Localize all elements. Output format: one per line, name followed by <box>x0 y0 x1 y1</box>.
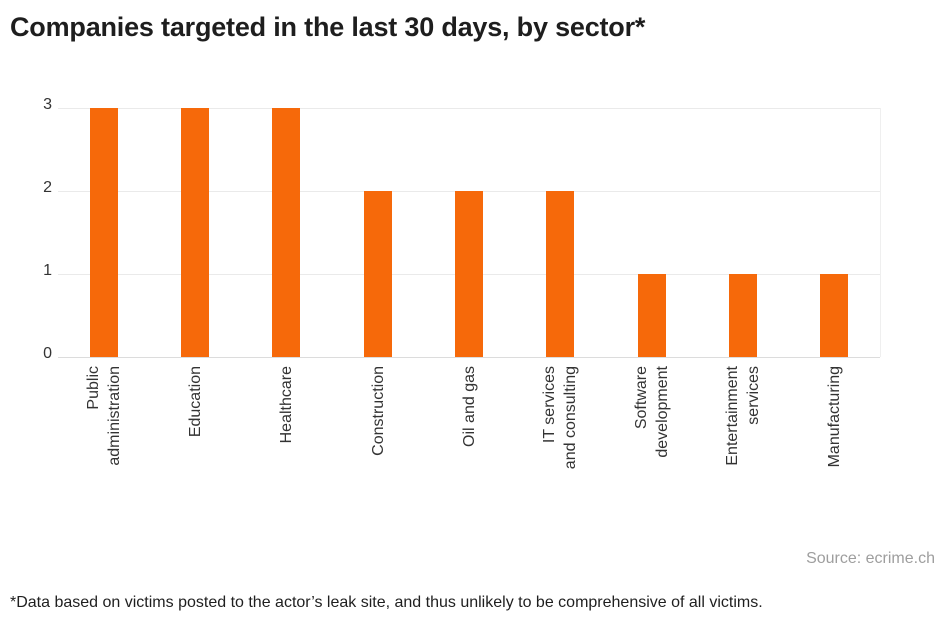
bar-software-development <box>637 274 666 357</box>
x-axis-label-box-education: Education <box>173 366 217 536</box>
bar-manufacturing <box>820 274 849 357</box>
bar-education <box>181 108 209 357</box>
x-axis-label-box-construction: Construction <box>356 366 400 536</box>
x-axis-label-oil-and-gas: Oil and gas <box>460 366 478 447</box>
gridline-0 <box>58 357 880 358</box>
bar-oil-and-gas <box>455 191 483 357</box>
x-axis-label-box-public-administration: Public administration <box>82 366 126 536</box>
bar-construction <box>363 191 392 357</box>
x-axis-label-box-it-services-and-consulting: IT services and consulting <box>538 366 582 536</box>
bar-entertainment-services <box>729 274 757 357</box>
x-axis-label-it-services-and-consulting: IT services and consulting <box>541 366 580 470</box>
x-axis-label-box-entertainment-services: Entertainment services <box>721 366 765 536</box>
x-axis-label-healthcare: Healthcare <box>277 366 295 444</box>
source-label: Source: ecrime.ch <box>806 550 935 567</box>
bar-public-administration <box>89 108 118 357</box>
y-axis-tick-label-0: 0 <box>43 345 52 362</box>
x-axis-label-box-healthcare: Healthcare <box>264 366 308 536</box>
x-axis-label-public-administration: Public administration <box>84 366 123 466</box>
x-axis-label-education: Education <box>186 366 204 438</box>
x-axis-label-software-development: Software development <box>632 366 671 458</box>
chart-title: Companies targeted in the last 30 days, … <box>10 12 646 42</box>
y-axis-tick-label-3: 3 <box>43 96 52 113</box>
gridline-3 <box>58 108 880 109</box>
x-axis-label-box-software-development: Software development <box>630 366 674 536</box>
y-axis-tick-label-2: 2 <box>43 179 52 196</box>
x-axis-label-construction: Construction <box>369 366 387 456</box>
x-axis-label-manufacturing: Manufacturing <box>825 366 843 468</box>
plot-right-border <box>880 108 881 357</box>
x-axis-label-box-manufacturing: Manufacturing <box>812 366 856 536</box>
footnote: *Data based on victims posted to the act… <box>10 594 763 611</box>
x-axis-label-entertainment-services: Entertainment services <box>724 366 762 466</box>
y-axis-tick-label-1: 1 <box>43 262 52 279</box>
bar-it-services-and-consulting <box>546 191 575 357</box>
x-axis-label-box-oil-and-gas: Oil and gas <box>447 366 491 536</box>
bar-healthcare <box>272 108 301 357</box>
